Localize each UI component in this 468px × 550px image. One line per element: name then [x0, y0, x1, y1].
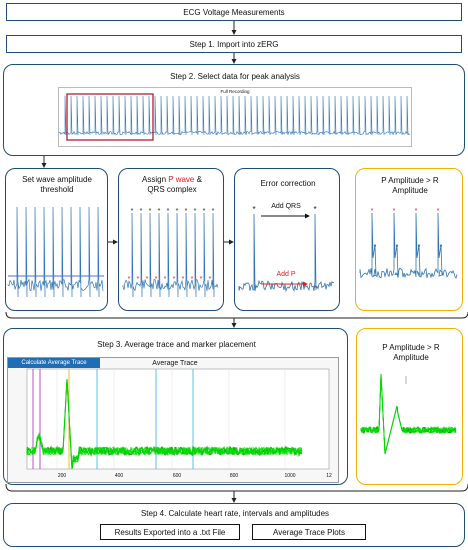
x-tick-400: 400 — [114, 473, 124, 479]
error-label: Error correction — [260, 179, 316, 188]
qrs-marker: * — [176, 208, 179, 215]
avg-trace-plots-box: Average Trace Plots — [252, 524, 366, 540]
average-trace-title: Average Trace — [152, 360, 198, 367]
r-peak-marker: * — [396, 244, 399, 251]
results-label: Results Exported into a .txt File — [114, 527, 226, 537]
threshold-trace-plot — [7, 206, 104, 298]
p-peak-marker: * — [437, 208, 440, 215]
x-tick-end: 12 — [326, 473, 332, 479]
assign-label: Assign P wave & QRS complex — [123, 175, 221, 195]
assign-prefix: Assign — [142, 175, 169, 184]
step4-label: Step 4. Calculate heart rate, intervals … — [140, 509, 330, 518]
qrs-marker: * — [140, 208, 143, 215]
avg-trace-plots-label: Average Trace Plots — [273, 527, 345, 537]
p-amp2-trace — [360, 373, 457, 455]
threshold-panel: Set wave amplitude threshold — [5, 168, 108, 311]
x-tick-1000: 1000 — [284, 473, 296, 479]
qrs-marker: * — [203, 208, 206, 215]
p-marker: * — [137, 276, 140, 283]
p-amp2-trace — [360, 373, 456, 455]
ecg-measurements-label: ECG Voltage Measurements — [183, 7, 285, 17]
step1-box: Step 1. Import into zERG — [6, 35, 462, 53]
p-peak-marker: * — [393, 208, 396, 215]
assign-amp: & — [194, 175, 202, 184]
assign-qrs: QRS complex — [147, 185, 197, 194]
r-peak-marker: * — [440, 244, 443, 251]
step1-label: Step 1. Import into zERG — [189, 39, 279, 49]
full-recording-title: Full Recording — [220, 89, 250, 94]
qrs-marker: * — [158, 208, 161, 215]
p-marker: * — [146, 276, 149, 283]
step2-label: Step 2. Select data for peak analysis — [170, 72, 300, 81]
error-trace-plot: * * * — [238, 205, 335, 293]
assign-p-wave: P wave — [168, 175, 195, 184]
p-marker: * — [164, 276, 167, 283]
p-marker: * — [128, 276, 131, 283]
add-p-label: Add P — [276, 271, 296, 278]
p-marker: * — [200, 276, 203, 283]
calculate-average-trace-label: Calculate Average Trace — [21, 360, 87, 366]
selection-rectangle — [66, 93, 154, 141]
p-amplitude-panel-1: P Amplitude > R Amplitude — [355, 168, 463, 311]
full-recording-plot: Full Recording — [58, 87, 412, 147]
x-tick-800: 800 — [229, 473, 239, 479]
p-amplitude-trace-plot-1: * * * * * * * * — [359, 208, 458, 279]
p-amp2-trace — [360, 373, 457, 455]
err-star-3: * — [313, 284, 316, 293]
p-amplitude-label-1: P Amplitude > R Amplitude — [381, 176, 439, 195]
add-qrs-label: Add QRS — [271, 203, 301, 210]
p-marker: * — [191, 276, 194, 283]
p-marker: * — [173, 276, 176, 283]
full-recording-trace — [58, 93, 411, 141]
results-box: Results Exported into a .txt File — [100, 524, 240, 540]
p-amp2-trace — [360, 373, 457, 455]
p-amplitude-label-2: P Amplitude > R Amplitude — [382, 343, 440, 362]
err-star-2: * — [313, 205, 316, 214]
p-marker: * — [155, 276, 158, 283]
x-tick-200: 200 — [57, 473, 67, 479]
average-trace-plot — [26, 368, 330, 470]
bracket-to-step4 — [5, 483, 468, 492]
r-peak-marker: * — [418, 244, 421, 251]
r-peak-marker: * — [374, 244, 377, 251]
p-amp2-trace — [360, 373, 457, 455]
qrs-marker: * — [212, 208, 215, 215]
qrs-marker: * — [185, 208, 188, 215]
p-amplitude-panel-2: P Amplitude > R Amplitude — [356, 328, 463, 485]
p-amplitude-trace-plot-2 — [360, 373, 457, 455]
p-marker: * — [182, 276, 185, 283]
ecg-measurements-box: ECG Voltage Measurements — [6, 3, 462, 21]
qrs-marker: * — [194, 208, 197, 215]
p-peak-marker: * — [415, 208, 418, 215]
calculate-average-trace-button[interactable]: Calculate Average Trace — [8, 358, 100, 368]
p-peak-marker: * — [371, 208, 374, 215]
step3-label: Step 3. Average trace and marker placeme… — [97, 340, 256, 349]
err-star-1: * — [252, 205, 255, 214]
qrs-marker: * — [167, 208, 170, 215]
assign-trace-plot: * * * * * * * * * * * * * * * * * * * * — [122, 208, 219, 298]
x-tick-600: 600 — [172, 473, 182, 479]
bracket-to-step3 — [5, 311, 468, 319]
average-trace-line — [26, 378, 303, 470]
threshold-label: Set wave amplitude threshold — [22, 175, 92, 194]
p-marker: * — [209, 276, 212, 283]
qrs-marker: * — [131, 208, 134, 215]
qrs-marker: * — [149, 208, 152, 215]
p-amp2-trace — [360, 373, 457, 455]
